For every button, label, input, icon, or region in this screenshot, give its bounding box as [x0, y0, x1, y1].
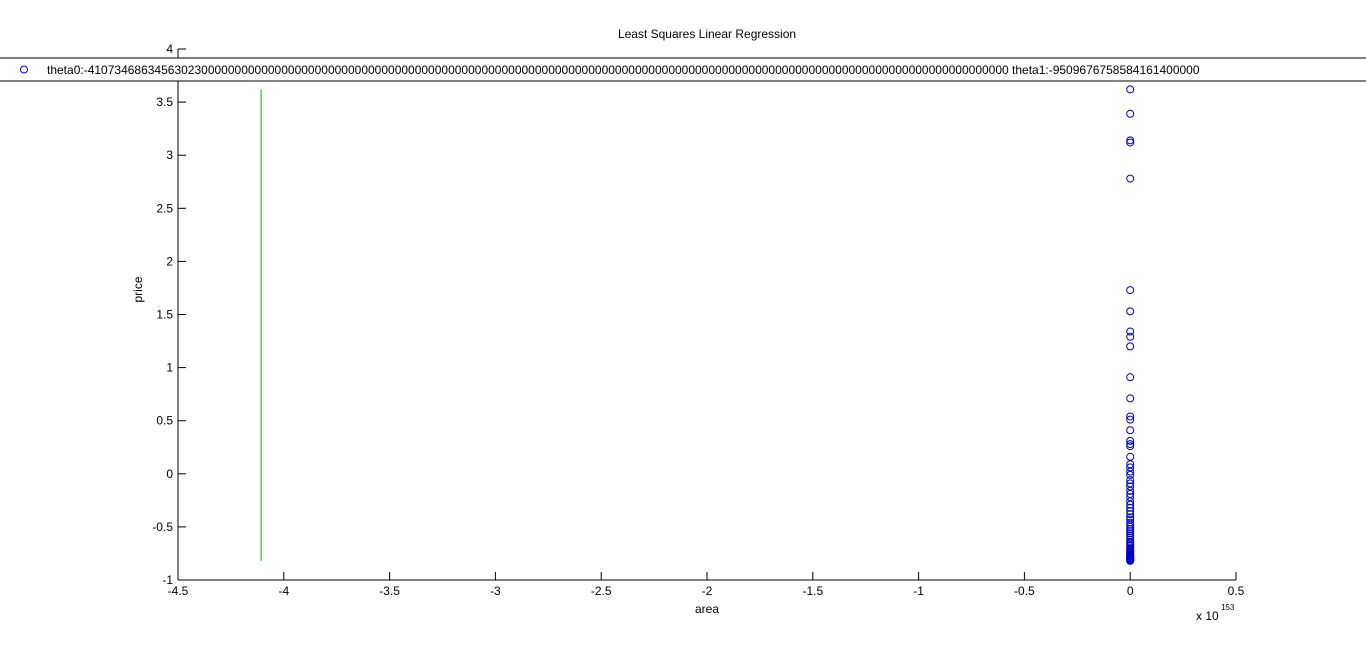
scatter-point: [1126, 503, 1135, 512]
scatter-point: [1126, 136, 1135, 145]
scatter-point: [1126, 440, 1135, 449]
x-tick-label: -0.5: [1014, 584, 1035, 598]
scatter-point: [1126, 500, 1135, 509]
chart-title: Least Squares Linear Regression: [618, 27, 796, 41]
scatter-point: [1126, 535, 1135, 544]
ticks: -4.5 -4 -3.5 -3 -2.5 -2 -1.5 -1 -0.5 0 0.5 -1 -0.5 0 0…: [152, 42, 1244, 598]
scatter-point: [1126, 307, 1135, 316]
scatter-point: [1126, 85, 1135, 94]
scatter-point: [1126, 394, 1135, 403]
scatter-point: [1126, 109, 1135, 118]
scatter-point: [1126, 327, 1135, 336]
scatter-point: [1126, 520, 1135, 529]
scatter-point: [1126, 436, 1135, 445]
scatter-point: [1126, 426, 1135, 435]
y-tick-label: 0.5: [156, 414, 173, 428]
scatter-point: [1126, 332, 1135, 341]
scatter-point: [1126, 497, 1135, 506]
scatter-point: [1126, 476, 1135, 485]
scatter-point: [1126, 506, 1135, 515]
y-tick-label: -0.5: [152, 520, 173, 534]
x-tick-label: -2.5: [591, 584, 612, 598]
x-exponent-power: 153: [1221, 603, 1235, 612]
legend-marker-circle-icon: [20, 65, 28, 74]
scatter-point: [1126, 342, 1135, 351]
y-tick-label: 1.5: [156, 308, 173, 322]
scatter-point: [1126, 486, 1135, 495]
x-tick-label: -3.5: [379, 584, 400, 598]
legend-box: [0, 57, 1366, 82]
y-tick-label: 3: [166, 148, 173, 162]
y-tick-label: 2.5: [156, 201, 173, 215]
scatter-point: [1126, 527, 1135, 536]
scatter-point: [1126, 412, 1135, 421]
scatter-point: [1126, 138, 1135, 147]
x-exponent-base: x 10: [1196, 609, 1219, 623]
y-tick-label: 2: [166, 254, 173, 268]
x-tick-label: 0.5: [1228, 584, 1245, 598]
scatter-point: [1126, 510, 1135, 519]
scatter-point: [1126, 525, 1135, 534]
scatter-point: [1126, 470, 1135, 479]
axes: [177, 49, 1236, 581]
legend: theta0:-41073468634563023000000000000000…: [0, 57, 1366, 82]
x-tick-label: 0: [1127, 584, 1134, 598]
y-tick-label: 3.5: [156, 95, 173, 109]
scatter-point: [1126, 174, 1135, 183]
x-tick-label: -1: [913, 584, 924, 598]
y-tick-label: -1: [162, 573, 173, 587]
legend-entry-text: theta0:-41073468634563023000000000000000…: [47, 63, 1200, 77]
x-axis-exponent: x 10 153: [1196, 603, 1235, 623]
scatter-point: [1126, 529, 1135, 538]
y-tick-label: 1: [166, 361, 173, 375]
scatter-point: [1126, 442, 1135, 451]
scatter-point: [1126, 467, 1135, 476]
x-tick-label: -2: [702, 584, 713, 598]
x-axis-label: area: [695, 602, 719, 616]
scatter-point: [1126, 286, 1135, 295]
y-tick-label: 0: [166, 467, 173, 481]
x-tick-label: -4.5: [168, 584, 189, 598]
x-tick-label: -1.5: [802, 584, 823, 598]
y-tick-label: 4: [166, 42, 173, 56]
scatter-point: [1126, 415, 1135, 424]
x-tick-label: -3: [490, 584, 501, 598]
scatter-point: [1126, 518, 1135, 527]
y-axis-label: price: [131, 276, 145, 302]
scatter-point: [1126, 373, 1135, 382]
scatter-point: [1126, 556, 1135, 565]
scatter-point: [1126, 452, 1135, 461]
plot-data: [260, 85, 1135, 565]
scatter-point: [1126, 522, 1135, 531]
x-tick-label: -4: [278, 584, 289, 598]
